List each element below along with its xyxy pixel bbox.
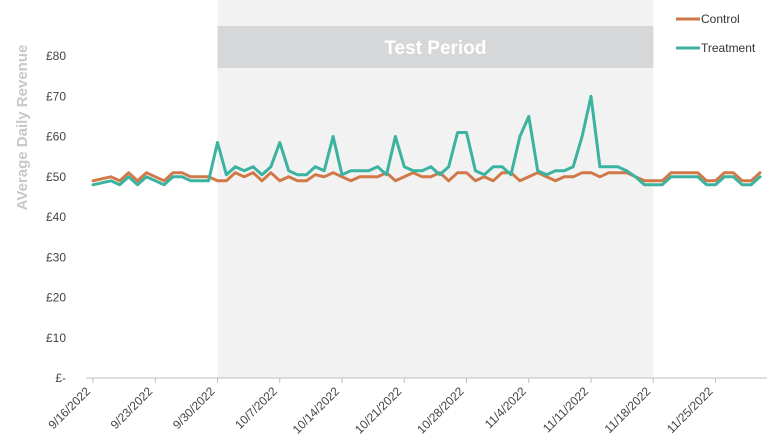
- y-tick-label: £60: [46, 130, 66, 144]
- test-period-label: Test Period: [384, 38, 486, 59]
- series-lines: [91, 94, 762, 187]
- y-tick-label: £30: [46, 250, 66, 264]
- legend: Control Treatment: [676, 12, 756, 55]
- legend-label-control: Control: [701, 12, 740, 26]
- y-tick-label: £10: [46, 331, 66, 345]
- x-tick-label: 11/18/2022: [602, 384, 654, 436]
- x-tick-label: 11/4/2022: [482, 384, 529, 431]
- x-tick-label: 9/30/2022: [170, 384, 218, 432]
- y-tick-label: £40: [46, 210, 66, 224]
- y-tick-label: £-: [55, 371, 66, 385]
- legend-label-treatment: Treatment: [701, 41, 756, 55]
- x-tick-label: 10/21/2022: [352, 384, 405, 437]
- x-tick-label: 10/14/2022: [290, 384, 343, 437]
- test-period-banner-box: [217, 26, 654, 68]
- x-tick-label: 9/16/2022: [45, 384, 93, 432]
- x-tick-label: 10/7/2022: [232, 384, 280, 432]
- x-tick-label: 9/23/2022: [108, 384, 156, 432]
- x-tick-label: 11/25/2022: [664, 384, 716, 436]
- series-line-treatment: [91, 94, 762, 187]
- series-line-control: [91, 171, 762, 183]
- y-tick-label: £70: [46, 89, 66, 103]
- x-tick-label: 11/11/2022: [540, 384, 591, 435]
- y-tick-label: £80: [46, 49, 66, 63]
- y-tick-label: £20: [46, 291, 66, 305]
- test-period-banner: Test Period: [217, 26, 654, 68]
- y-tick-label: £50: [46, 170, 66, 184]
- y-axis-title: AVerage Daily Revenue: [14, 45, 31, 211]
- x-tick-label: 10/28/2022: [414, 384, 467, 437]
